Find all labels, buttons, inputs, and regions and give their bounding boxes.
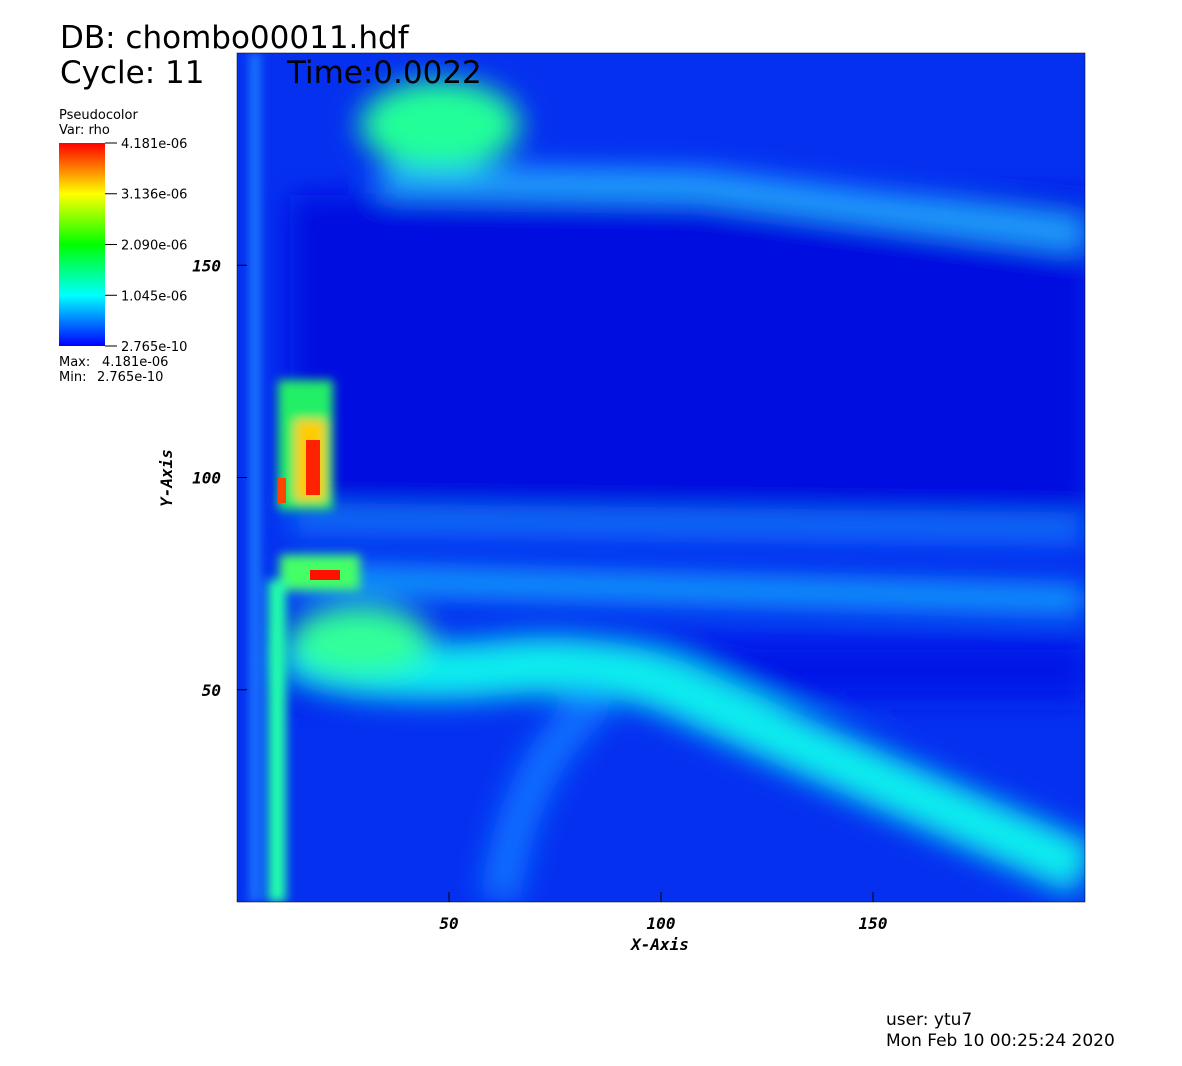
min-value: 2.765e-10 bbox=[97, 370, 163, 385]
labels: DB: chombo00011.hdf Cycle: 11 Time:0.002… bbox=[59, 20, 1115, 1051]
min-text: Min: bbox=[59, 370, 86, 385]
max-value: 4.181e-06 bbox=[102, 355, 168, 370]
variable: Var: rho bbox=[59, 123, 110, 138]
time: Time:0.0022 bbox=[286, 55, 482, 91]
date: Mon Feb 10 00:25:24 2020 bbox=[886, 1031, 1115, 1051]
colorbar-tick-label: 3.136e-06 bbox=[121, 188, 187, 203]
y-tick-label: 150 bbox=[192, 256, 221, 275]
cycle: Cycle: 11 bbox=[60, 55, 204, 91]
y-axis-title: Y-Axis bbox=[157, 449, 176, 507]
title: DB: chombo00011.hdf bbox=[60, 20, 410, 56]
colorbar-tick-label: 4.181e-06 bbox=[121, 137, 187, 152]
plot-name: Pseudocolor bbox=[59, 108, 138, 123]
user: user: ytu7 bbox=[886, 1010, 972, 1030]
colorbar-tick-label: 2.765e-10 bbox=[121, 340, 187, 355]
max-text: Max: bbox=[59, 355, 90, 370]
colorbar bbox=[59, 143, 105, 346]
y-tick-label: 50 bbox=[202, 681, 221, 700]
field bbox=[237, 53, 1085, 902]
x-tick-label: 100 bbox=[647, 914, 676, 933]
colorbar-tick-label: 1.045e-06 bbox=[121, 289, 187, 304]
x-tick-label: 150 bbox=[859, 914, 888, 933]
colorbar-tick-label: 2.090e-06 bbox=[121, 239, 187, 254]
x-tick-label: 50 bbox=[439, 914, 458, 933]
x-axis-title: X-Axis bbox=[629, 935, 689, 954]
y-tick-label: 100 bbox=[192, 469, 221, 488]
